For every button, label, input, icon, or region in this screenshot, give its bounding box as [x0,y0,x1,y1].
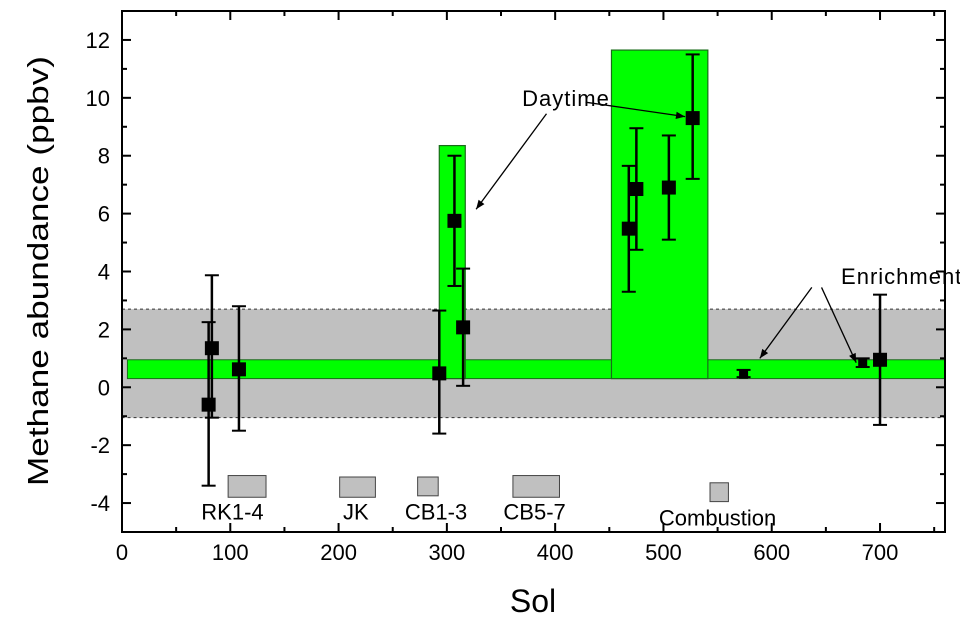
x-tick-label: 600 [753,540,790,565]
y-tick-label: 12 [86,28,110,53]
y-tick-label: 4 [98,260,110,285]
data-point [629,182,644,197]
data-point [231,362,246,377]
experiment-label: RK1-4 [201,500,263,525]
data-point [447,213,462,228]
data-point [201,397,216,412]
data-point [685,111,700,126]
experiment-label: Combustion [659,506,776,531]
experiment-box [417,476,439,497]
x-tick-label: 500 [645,540,682,565]
y-tick-label: 6 [98,202,110,227]
data-point [621,221,636,236]
data-point [456,320,471,335]
data-point [204,341,219,356]
y-tick-label: 0 [98,375,110,400]
experiment-label: CB1-3 [405,500,467,525]
y-tick-label: -2 [90,433,110,458]
annotation-arrow [475,113,548,210]
x-tick-label: 700 [862,540,899,565]
data-point [661,180,676,195]
experiment-label: CB5-7 [503,500,565,525]
data-point [858,358,868,368]
data-point [432,366,447,381]
y-tick-label: 10 [86,86,110,111]
annotation-arrow [820,287,857,363]
data-point [739,369,749,379]
x-tick-label: 400 [537,540,574,565]
annotation-label: Daytime [522,86,610,111]
y-tick-label: -4 [90,491,110,516]
x-tick-label: 100 [212,540,249,565]
experiment-box [709,482,729,503]
background-green-band [126,359,946,380]
y-tick-label: 2 [98,317,110,342]
annotation-label: Enrichment [841,264,960,289]
annotation-arrow [759,287,813,359]
annotation-arrow [585,101,686,119]
x-tick-label: 300 [429,540,466,565]
experiment-box [512,475,560,498]
daytime-box [438,144,466,380]
experiment-box [227,475,267,498]
experiment-label: JK [343,500,369,525]
x-tick-label: 0 [116,540,128,565]
y-tick-label: 8 [98,144,110,169]
y-axis-label: Methane abundance (ppbv) [23,56,55,486]
x-axis-label: Sol [510,583,556,619]
x-tick-label: 200 [320,540,357,565]
data-point [873,352,888,367]
experiment-box [339,476,376,498]
